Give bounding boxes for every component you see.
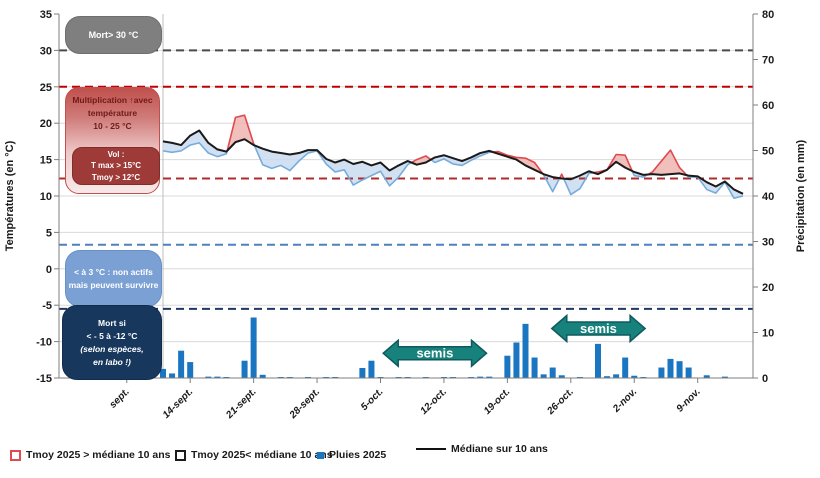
threshold-box-vol: Vol : T max > 15°C Tmoy > 12°C	[72, 147, 160, 185]
chart-plot: -15 -10 -5 0 5 10 15 20 25 30 35 0 10 20 30 40 50 60 70 80 s…	[36, 9, 774, 422]
legend-item-tmoy-below: Tmoy 2025< médiane 10 ans	[175, 449, 333, 461]
legend-swatch-pluies	[317, 451, 324, 459]
svg-text:9-nov.: 9-nov.	[675, 386, 703, 414]
x-axis-tick-labels: sept. 14-sept. 21-sept. 28-sept. 5-oct. 12-oc…	[108, 386, 703, 421]
reference-lines	[59, 49, 753, 310]
median-line	[162, 129, 744, 195]
tmoy-2025-line	[162, 114, 744, 199]
svg-text:70: 70	[762, 55, 774, 67]
svg-text:20: 20	[762, 282, 774, 294]
svg-text:-10: -10	[36, 337, 52, 349]
left-axis-tick-labels: -15 -10 -5 0 5 10 15 20 25 30 35	[36, 9, 52, 385]
threshold-box-non-actifs-text: < à 3 °C : non actifs mais peuvent survi…	[68, 266, 159, 290]
svg-text:10: 10	[762, 328, 774, 340]
semis-arrow	[382, 338, 488, 368]
legend-label-tmoy-above: Tmoy 2025 > médiane 10 ans	[26, 449, 171, 461]
svg-text:26-oct.: 26-oct.	[545, 386, 576, 417]
svg-text:35: 35	[40, 9, 52, 21]
right-axis-title: Précipitation (en mm)	[795, 139, 807, 253]
svg-text:40: 40	[762, 191, 774, 203]
legend-item-mediane: Médiane sur 10 ans	[416, 443, 548, 455]
svg-text:25: 25	[40, 82, 52, 94]
threshold-box-mort-froid-note: (selon espèces, en labo !)	[80, 343, 144, 367]
svg-text:30: 30	[40, 45, 52, 57]
svg-text:19-oct.: 19-oct.	[482, 386, 513, 417]
svg-text:20: 20	[40, 118, 52, 130]
legend-item-tmoy-above: Tmoy 2025 > médiane 10 ans	[10, 449, 170, 461]
semis-arrow	[550, 313, 647, 344]
svg-text:2-nov.: 2-nov.	[610, 386, 639, 415]
right-axis-tick-labels: 0 10 20 30 40 50 60 70 80	[762, 9, 774, 385]
svg-text:12-oct.: 12-oct.	[418, 386, 449, 417]
svg-text:5: 5	[46, 227, 52, 239]
threshold-box-mort-froid-text: Mort si < - 5 à -12 °C	[86, 317, 138, 341]
threshold-box-non-actifs: < à 3 °C : non actifs mais peuvent survi…	[65, 250, 162, 307]
svg-text:60: 60	[762, 100, 774, 112]
svg-text:28-sept.: 28-sept.	[287, 386, 322, 421]
temp-band-fills	[163, 115, 743, 199]
semis-arrows: semis semis	[382, 313, 647, 368]
legend-swatch-tmoy-below	[175, 449, 186, 461]
axes	[54, 13, 758, 383]
threshold-box-vol-text: Vol : T max > 15°C Tmoy > 12°C	[90, 149, 142, 182]
svg-text:-5: -5	[42, 300, 52, 312]
svg-text:21-sept.: 21-sept.	[224, 386, 259, 421]
svg-text:14-sept.: 14-sept.	[161, 386, 196, 421]
threshold-box-mort-froid: Mort si < - 5 à -12 °C (selon espèces, e…	[62, 305, 162, 380]
legend-swatch-mediane	[416, 447, 446, 451]
semis-arrow-label: semis	[580, 321, 617, 336]
threshold-box-multiplication-text: Multiplication ↑avec température 10 - 25…	[72, 95, 153, 131]
svg-text:5-oct.: 5-oct.	[359, 386, 386, 413]
svg-text:0: 0	[762, 373, 768, 385]
svg-text:-15: -15	[36, 373, 52, 385]
svg-text:0: 0	[46, 264, 52, 276]
legend-label-tmoy-below: Tmoy 2025< médiane 10 ans	[191, 449, 333, 461]
left-axis-title: Températures (en °C)	[4, 140, 16, 252]
svg-text:50: 50	[762, 146, 774, 158]
legend-label-mediane: Médiane sur 10 ans	[451, 443, 548, 455]
semis-arrow-label: semis	[416, 346, 453, 361]
threshold-box-mort-chaud: Mort> 30 °C	[65, 16, 162, 54]
legend-label-pluies: Pluies 2025	[329, 449, 387, 461]
svg-text:30: 30	[762, 237, 774, 249]
gridlines	[59, 14, 753, 378]
svg-text:15: 15	[40, 155, 52, 167]
threshold-box-mort-chaud-text: Mort> 30 °C	[88, 29, 139, 40]
svg-text:80: 80	[762, 9, 774, 21]
svg-text:10: 10	[40, 191, 52, 203]
legend-swatch-tmoy-above	[10, 449, 21, 461]
svg-text:sept.: sept.	[108, 386, 132, 410]
legend-item-pluies: Pluies 2025	[317, 449, 386, 461]
